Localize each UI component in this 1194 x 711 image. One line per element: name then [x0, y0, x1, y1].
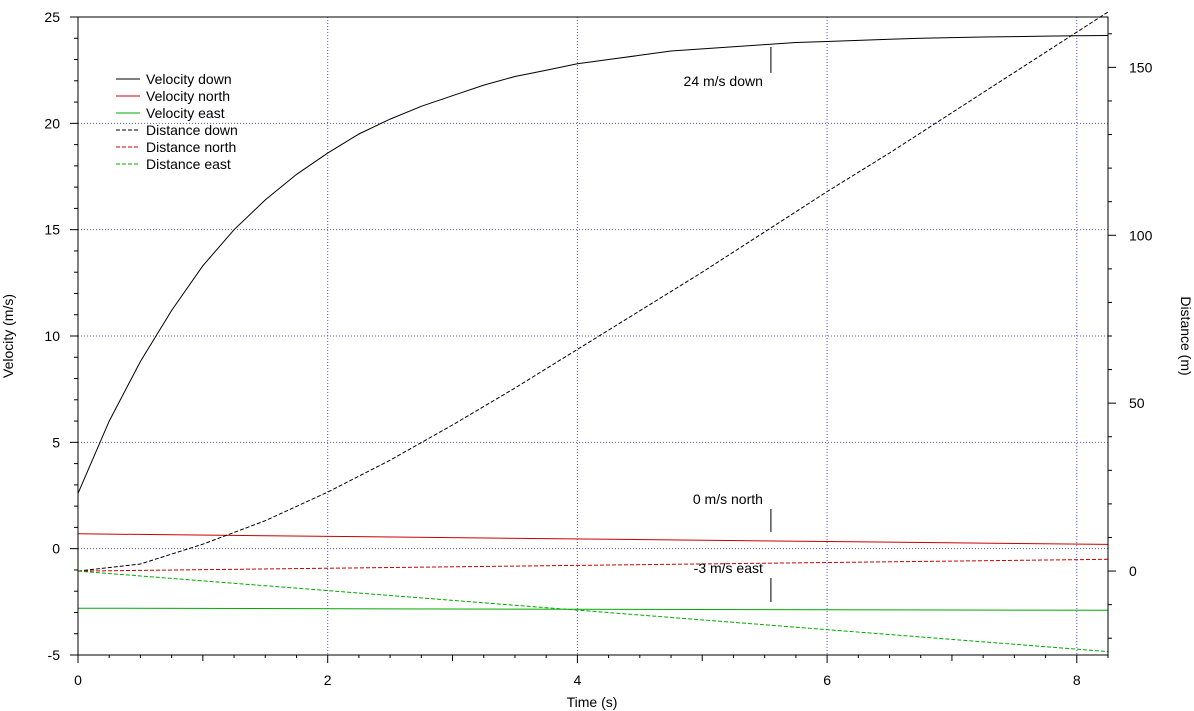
right-axis-label: Distance (m) [1178, 296, 1194, 375]
x-axis-label: Time (s) [567, 694, 618, 710]
series-distance-north [77, 558, 1109, 572]
annotation-label: -3 m/s east [694, 560, 763, 576]
legend-label: Distance down [146, 122, 238, 138]
left-axis: -5 0 5 10 15 20 25 [44, 9, 78, 663]
annotation-label: 0 m/s north [693, 491, 763, 507]
legend-label: Distance east [146, 156, 231, 172]
legend-label: Velocity down [146, 71, 232, 87]
legend-label: Velocity east [146, 105, 225, 121]
series-velocity-north [77, 533, 1109, 545]
grid [78, 17, 1108, 655]
x-tick-label: 4 [573, 672, 581, 688]
bottom-axis: 0 2 4 6 8 [74, 655, 1109, 688]
x-tick-label: 0 [74, 672, 82, 688]
series-distance-east [77, 570, 1109, 653]
y-left-tick-label: 25 [44, 9, 60, 25]
right-axis: 0 50 100 150 [1108, 33, 1153, 639]
x-tick-label: 2 [324, 672, 332, 688]
y-right-tick-label: 50 [1129, 395, 1145, 411]
legend-label: Distance north [146, 139, 236, 155]
y-left-tick-label: 0 [52, 541, 60, 557]
series-velocity-down [77, 35, 1109, 494]
x-tick-label: 8 [1073, 672, 1081, 688]
annotation-label: 24 m/s down [684, 73, 763, 89]
plot-area [78, 17, 1108, 655]
series-distance-down [77, 11, 1109, 572]
y-right-tick-label: 0 [1129, 563, 1137, 579]
series-velocity-east [77, 607, 1109, 611]
annotations: 24 m/s down 0 m/s north -3 m/s east [684, 47, 772, 602]
series-group [77, 11, 1109, 653]
y-right-tick-label: 150 [1129, 59, 1153, 75]
y-left-tick-label: 5 [52, 434, 60, 450]
y-left-tick-label: 10 [44, 328, 60, 344]
y-left-tick-label: -5 [48, 647, 61, 663]
y-left-tick-label: 20 [44, 115, 60, 131]
y-left-tick-label: 15 [44, 222, 60, 238]
legend-label: Velocity north [146, 88, 230, 104]
x-tick-label: 6 [823, 672, 831, 688]
y-right-tick-label: 100 [1129, 227, 1153, 243]
left-axis-label: Velocity (m/s) [0, 294, 16, 378]
